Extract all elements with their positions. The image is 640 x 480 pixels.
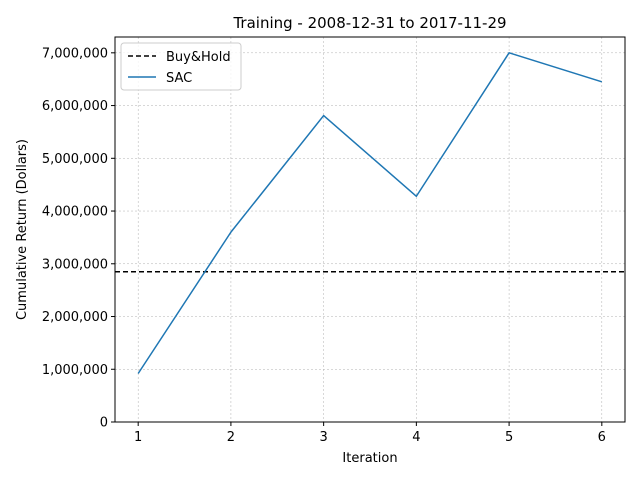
y-axis-title: Cumulative Return (Dollars): [15, 139, 30, 320]
y-tick-label: 6,000,000: [42, 99, 108, 114]
y-tick-label: 4,000,000: [42, 205, 108, 220]
x-tick-label: 4: [412, 430, 420, 445]
legend-label-sac: SAC: [166, 71, 192, 86]
chart-title: Training - 2008-12-31 to 2017-11-29: [232, 14, 506, 32]
y-tick-label: 0: [100, 416, 108, 431]
series-line-sac: [137, 52, 603, 374]
legend: Buy&Hold SAC: [120, 42, 242, 91]
x-tick-label: 2: [227, 430, 235, 445]
y-tick-label: 2,000,000: [42, 310, 108, 325]
x-tick-label: 3: [319, 430, 327, 445]
y-tick-label: 7,000,000: [42, 46, 108, 61]
series-layer: [115, 52, 625, 374]
y-tick-label: 3,000,000: [42, 257, 108, 272]
y-tick-label: 5,000,000: [42, 152, 108, 167]
plot-frame: [114, 36, 626, 423]
legend-label-buy-hold: Buy&Hold: [166, 50, 231, 65]
x-axis: 1 2 3 4 5 6: [134, 422, 606, 445]
x-tick-label: 5: [505, 430, 513, 445]
y-tick-label: 1,000,000: [42, 363, 108, 378]
x-axis-title: Iteration: [342, 451, 397, 466]
y-axis: 0 1,000,000 2,000,000 3,000,000 4,000,000 5,0…: [42, 46, 115, 431]
legend-box: [120, 42, 242, 91]
x-tick-label: 6: [598, 430, 606, 445]
x-tick-label: 1: [134, 430, 142, 445]
